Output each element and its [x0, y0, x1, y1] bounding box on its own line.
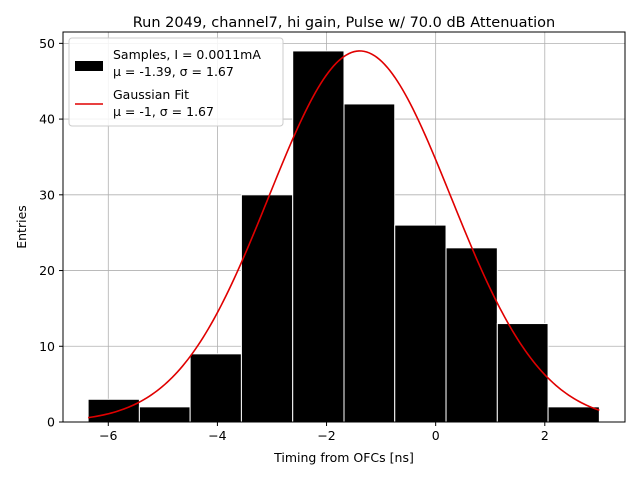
chart-title: Run 2049, channel7, hi gain, Pulse w/ 70… [133, 15, 556, 31]
plot-frame [62, 31, 626, 423]
legend-label-fit: Gaussian Fit [113, 87, 189, 102]
gaussian-fit-curve [87, 50, 600, 419]
y-tick-label: 10 [39, 339, 55, 354]
legend-frame [68, 37, 284, 127]
x-axis-ticks: −6 −4 −2 0 2 [99, 422, 549, 443]
histogram-bars [87, 50, 600, 423]
y-tick-label: 0 [47, 415, 55, 430]
histogram-bar [343, 103, 396, 423]
y-tick-label: 40 [39, 112, 55, 127]
histogram-bar [138, 406, 191, 423]
legend-label-samples: Samples, I = 0.0011mA [113, 47, 261, 62]
histogram-bar [240, 194, 294, 423]
x-axis-label: Timing from OFCs [ns] [273, 450, 414, 465]
legend-swatch-histogram [75, 61, 103, 71]
histogram-bar [87, 398, 140, 423]
x-tick-label: −2 [317, 428, 335, 443]
legend: Samples, I = 0.0011mA μ = -1.39, σ = 1.6… [68, 37, 284, 127]
histogram-bar [496, 323, 549, 423]
y-axis-ticks: 0 10 20 30 40 50 [39, 36, 63, 430]
x-tick-label: 0 [432, 428, 440, 443]
y-tick-label: 50 [39, 36, 55, 51]
histogram-bar [292, 50, 345, 423]
legend-label-fit-stats: μ = -1, σ = 1.67 [113, 104, 214, 119]
histogram-bar [394, 224, 447, 423]
histogram-bar [189, 353, 242, 423]
y-tick-label: 30 [39, 187, 55, 202]
y-tick-label: 20 [39, 263, 55, 278]
histogram-bar [445, 247, 498, 423]
histogram-bar [547, 406, 600, 423]
x-tick-label: −6 [99, 428, 117, 443]
legend-label-samples-stats: μ = -1.39, σ = 1.67 [113, 64, 234, 79]
x-tick-label: 2 [541, 428, 549, 443]
x-tick-label: −4 [208, 428, 226, 443]
y-axis-label: Entries [14, 205, 29, 249]
